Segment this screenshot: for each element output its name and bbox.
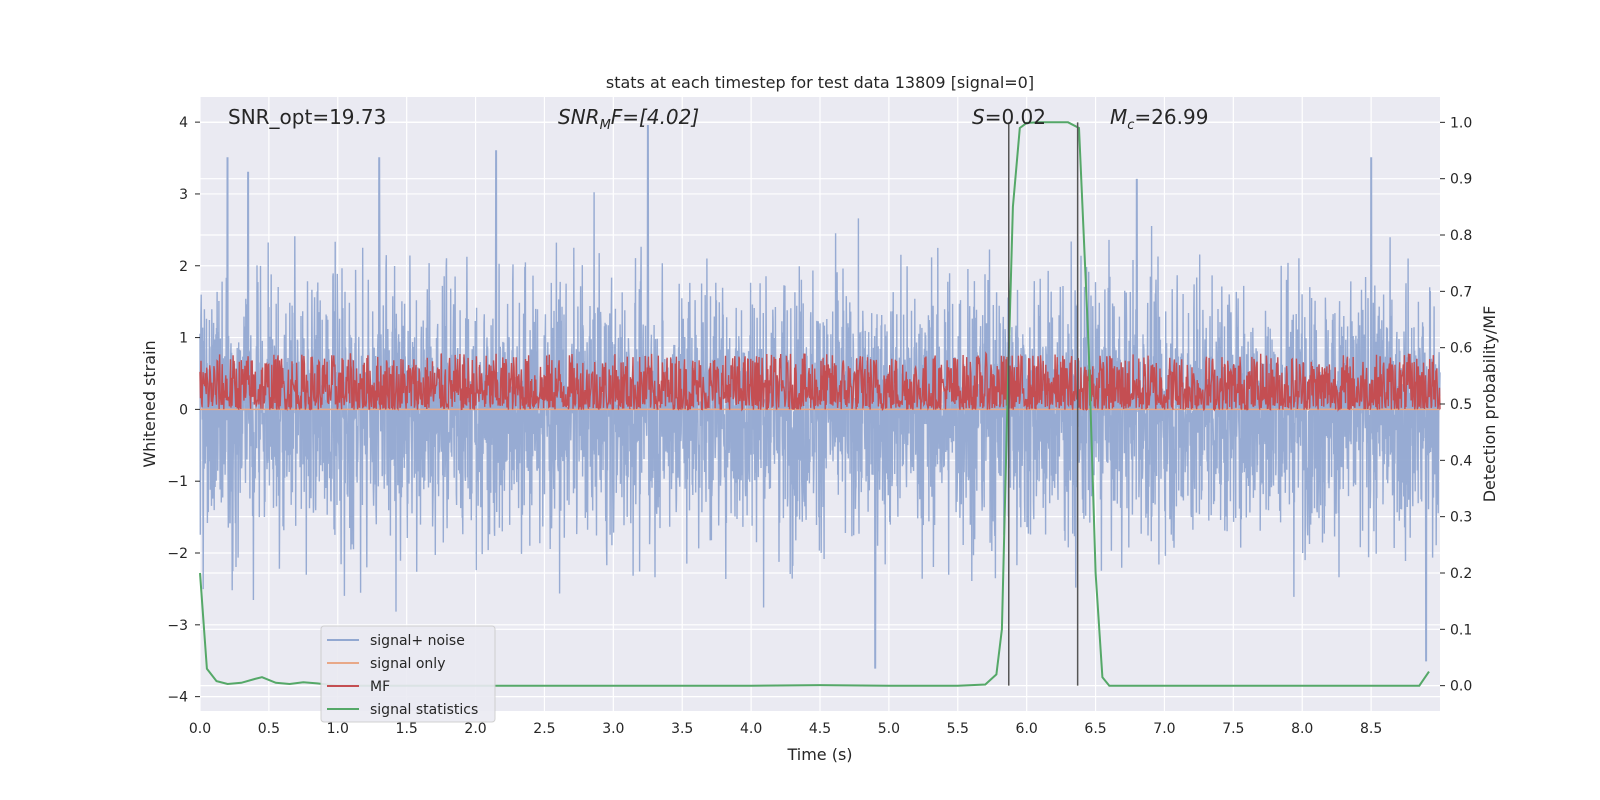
- y2-tick-label: 0.6: [1450, 341, 1472, 357]
- y2-axis-label: Detection probability/MF: [1480, 306, 1499, 503]
- annotation-snr-mf: SNRMF=[4.02]: [558, 105, 699, 133]
- mf-trace: [199, 351, 1441, 412]
- x-tick-label: 0.5: [258, 721, 280, 737]
- x-tick-label: 8.5: [1360, 721, 1382, 737]
- y2-tick-label: 0.8: [1450, 228, 1472, 244]
- x-tick-label: 0.0: [189, 721, 211, 737]
- chart-title: stats at each timestep for test data 138…: [606, 73, 1034, 92]
- x-tick-label: 7.0: [1153, 721, 1175, 737]
- x-tick-label: 5.5: [947, 721, 969, 737]
- s-symbol: S: [972, 105, 985, 129]
- y2-tick-label: 0.2: [1450, 566, 1472, 582]
- annotation-s: S=0.02: [972, 105, 1046, 129]
- y-axis-label: Whitened strain: [140, 340, 159, 467]
- legend-box: [320, 625, 496, 723]
- y-tick-label: −3: [167, 618, 188, 634]
- legend-label-signal-statistics: signal statistics: [370, 702, 478, 718]
- x-tick-label: 3.0: [602, 721, 624, 737]
- x-tick-label: 6.0: [1016, 721, 1038, 737]
- x-tick-label: 1.0: [327, 721, 349, 737]
- y-tick-label: 1: [179, 331, 188, 347]
- y-tick-label: 4: [179, 115, 188, 131]
- snr-mf-value: F=[4.02]: [611, 105, 699, 129]
- mc-symbol: M: [1110, 105, 1127, 129]
- y-tick-label: 3: [179, 187, 188, 203]
- x-tick-label: 7.5: [1222, 721, 1244, 737]
- y-tick-label: −1: [167, 474, 188, 490]
- y2-tick-label: 0.7: [1450, 284, 1472, 300]
- legend-label-mf: MF: [370, 679, 390, 695]
- traces: [199, 121, 1441, 687]
- snr-mf-subscript: M: [600, 118, 611, 133]
- vertical-markers: [1008, 122, 1079, 686]
- x-tick-label: 8.0: [1291, 721, 1313, 737]
- y2-tick-label: 0.9: [1450, 172, 1472, 188]
- x-axis-label: Time (s): [786, 745, 852, 764]
- legend-label-signal-only: signal only: [370, 656, 445, 672]
- y2-tick-label: 0.5: [1450, 397, 1472, 413]
- y2-tick-label: 0.3: [1450, 510, 1472, 526]
- mc-value: =26.99: [1134, 105, 1208, 129]
- x-tick-label: 6.5: [1084, 721, 1106, 737]
- x-tick-label: 4.0: [740, 721, 762, 737]
- y-tick-label: 0: [179, 402, 188, 418]
- legend-label-signal-noise: signal+ noise: [370, 633, 465, 649]
- x-tick-label: 4.5: [809, 721, 831, 737]
- x-tick-label: 1.5: [396, 721, 418, 737]
- y2-tick-label: 0.4: [1450, 453, 1472, 469]
- x-tick-label: 2.5: [533, 721, 555, 737]
- y2-tick-label: 0.1: [1450, 622, 1472, 638]
- mc-subscript: c: [1127, 118, 1134, 133]
- ticks: 0.0 0.5 1.0 1.5 2.0 2.5 3.0 3.5 4.0 4.5 5.0 5.5 6.0 6…: [167, 115, 1472, 737]
- annotation-snr-opt: SNR_opt=19.73: [228, 105, 386, 129]
- x-tick-label: 5.0: [878, 721, 900, 737]
- x-tick-label: 2.0: [464, 721, 486, 737]
- y-tick-label: −4: [167, 690, 188, 706]
- legend: signal+ noise signal only MF signal stat…: [320, 625, 496, 723]
- y2-tick-label: 1.0: [1450, 115, 1472, 131]
- signal-statistics-trace: [199, 121, 1430, 687]
- y2-tick-label: 0.0: [1450, 679, 1472, 695]
- snr-mf-symbol: SNR: [558, 105, 600, 129]
- y-tick-label: 2: [179, 259, 188, 275]
- annotation-mc: Mc=26.99: [1110, 105, 1208, 133]
- x-tick-label: 3.5: [671, 721, 693, 737]
- y-tick-label: −2: [167, 546, 188, 562]
- s-value: =0.02: [985, 105, 1046, 129]
